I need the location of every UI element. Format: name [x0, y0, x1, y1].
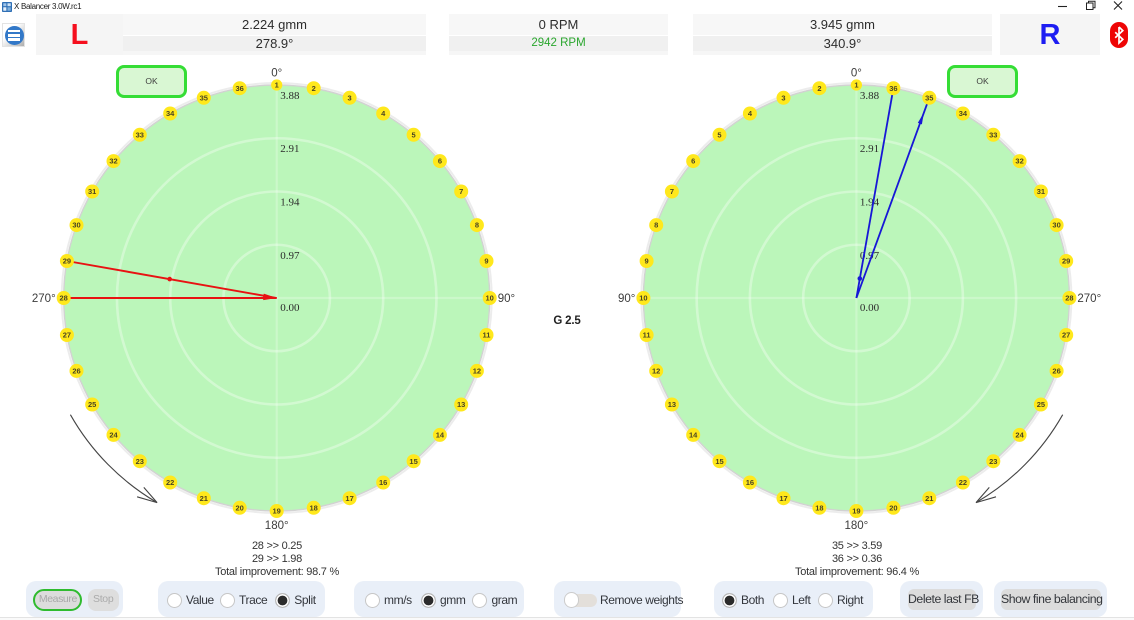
svg-text:9: 9	[484, 257, 488, 266]
svg-text:35: 35	[925, 93, 933, 102]
svg-text:14: 14	[436, 431, 445, 440]
svg-text:90°: 90°	[618, 293, 635, 305]
svg-text:30: 30	[72, 221, 80, 230]
svg-text:0°: 0°	[851, 68, 862, 80]
svg-text:17: 17	[779, 494, 787, 503]
svg-text:13: 13	[668, 400, 676, 409]
svg-text:3.88: 3.88	[860, 90, 880, 102]
svg-text:11: 11	[483, 331, 491, 340]
svg-text:23: 23	[989, 457, 997, 466]
svg-text:24: 24	[109, 431, 118, 440]
svg-text:6: 6	[691, 157, 695, 166]
svg-text:31: 31	[88, 187, 96, 196]
svg-text:22: 22	[166, 478, 174, 487]
svg-text:27: 27	[1062, 331, 1070, 340]
svg-text:3: 3	[781, 93, 785, 102]
svg-text:22: 22	[959, 478, 967, 487]
svg-text:28: 28	[1065, 294, 1073, 303]
svg-text:18: 18	[310, 503, 318, 512]
svg-text:15: 15	[715, 457, 723, 466]
svg-text:270°: 270°	[1077, 293, 1101, 305]
svg-text:34: 34	[166, 109, 175, 118]
svg-text:27: 27	[63, 331, 71, 340]
svg-text:16: 16	[746, 478, 754, 487]
svg-text:33: 33	[136, 130, 144, 139]
svg-text:19: 19	[852, 507, 860, 516]
svg-text:4: 4	[381, 109, 386, 118]
svg-text:0.97: 0.97	[280, 250, 300, 262]
svg-text:20: 20	[236, 503, 244, 512]
svg-text:8: 8	[654, 221, 658, 230]
svg-text:8: 8	[475, 221, 479, 230]
svg-text:6: 6	[438, 157, 442, 166]
svg-text:4: 4	[748, 109, 753, 118]
svg-text:7: 7	[670, 187, 674, 196]
svg-text:90°: 90°	[498, 293, 515, 305]
svg-text:31: 31	[1037, 187, 1045, 196]
svg-text:0.00: 0.00	[280, 302, 300, 314]
svg-text:12: 12	[473, 367, 481, 376]
svg-text:19: 19	[273, 507, 281, 516]
svg-text:2.91: 2.91	[860, 143, 879, 155]
svg-text:0.00: 0.00	[860, 302, 880, 314]
svg-text:5: 5	[412, 130, 416, 139]
svg-text:1: 1	[275, 81, 279, 90]
svg-text:10: 10	[486, 294, 494, 303]
svg-text:1.94: 1.94	[280, 197, 300, 209]
svg-text:30: 30	[1052, 221, 1060, 230]
svg-text:1.94: 1.94	[860, 197, 880, 209]
svg-text:29: 29	[1062, 257, 1070, 266]
svg-text:3: 3	[348, 93, 352, 102]
svg-text:11: 11	[643, 331, 651, 340]
svg-text:34: 34	[959, 109, 968, 118]
svg-text:180°: 180°	[845, 520, 869, 532]
svg-text:180°: 180°	[265, 520, 289, 532]
svg-text:15: 15	[409, 457, 417, 466]
svg-text:17: 17	[345, 494, 353, 503]
svg-text:21: 21	[925, 494, 933, 503]
svg-text:0°: 0°	[271, 68, 282, 80]
svg-text:2: 2	[312, 84, 316, 93]
svg-text:270°: 270°	[32, 293, 56, 305]
svg-text:1: 1	[854, 81, 858, 90]
svg-text:2.91: 2.91	[280, 143, 299, 155]
svg-text:32: 32	[1015, 157, 1023, 166]
svg-text:14: 14	[689, 431, 698, 440]
svg-text:16: 16	[379, 478, 387, 487]
svg-text:5: 5	[717, 130, 721, 139]
svg-text:24: 24	[1015, 431, 1024, 440]
svg-text:36: 36	[889, 84, 897, 93]
svg-text:26: 26	[72, 367, 80, 376]
svg-text:29: 29	[63, 257, 71, 266]
svg-text:3.88: 3.88	[280, 90, 300, 102]
svg-text:18: 18	[815, 503, 823, 512]
svg-text:35: 35	[200, 93, 208, 102]
svg-text:2: 2	[817, 84, 821, 93]
svg-text:26: 26	[1052, 367, 1060, 376]
svg-text:21: 21	[200, 494, 208, 503]
svg-text:28: 28	[60, 294, 68, 303]
svg-text:9: 9	[645, 257, 649, 266]
svg-text:7: 7	[459, 187, 463, 196]
svg-text:10: 10	[639, 294, 647, 303]
svg-text:23: 23	[136, 457, 144, 466]
svg-text:12: 12	[652, 367, 660, 376]
svg-text:13: 13	[457, 400, 465, 409]
svg-text:25: 25	[1037, 400, 1045, 409]
svg-text:32: 32	[109, 157, 117, 166]
svg-text:20: 20	[889, 503, 897, 512]
svg-text:25: 25	[88, 400, 96, 409]
svg-text:33: 33	[989, 130, 997, 139]
svg-text:36: 36	[236, 84, 244, 93]
